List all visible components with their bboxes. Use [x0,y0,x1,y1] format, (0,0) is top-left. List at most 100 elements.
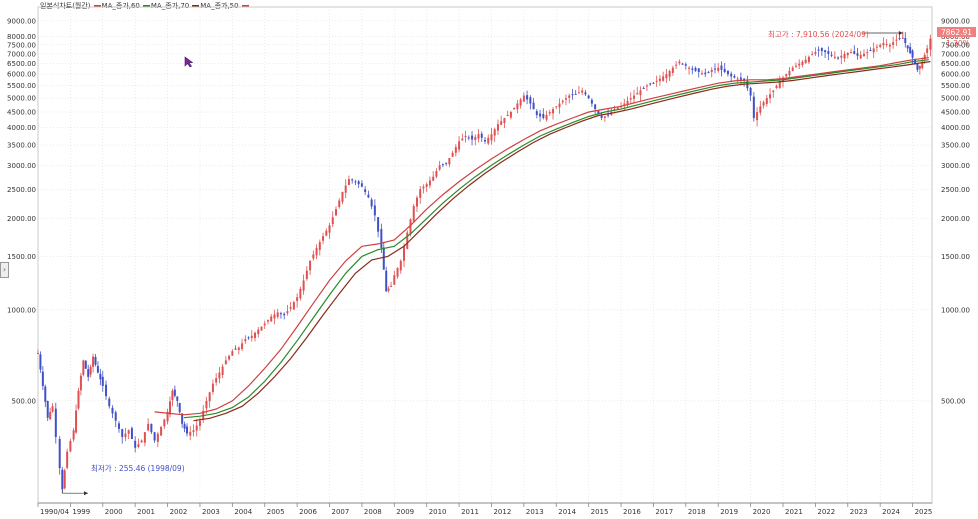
candle-body [853,51,856,54]
candle-body [539,113,542,117]
legend-ma50: MA_종가,50 [200,2,239,10]
candle-body [526,95,529,100]
candle-body [331,217,334,225]
candle-body [710,69,713,72]
candle-body [160,426,163,436]
y-tick-label-right: 500.00 [941,397,966,405]
candle-body [778,80,781,89]
candle-body [814,52,817,55]
x-tick-label: 2009 [396,508,414,516]
candle-body [422,186,425,189]
candle-body [859,54,862,59]
candle-body [143,432,146,443]
last-price-label: 7862.91 [941,28,972,37]
grid-layer [37,6,933,504]
candle-body [668,70,671,77]
candle-body [909,46,912,54]
candle-body [189,431,192,436]
candle-body [94,356,97,365]
ma60-line [154,57,929,416]
x-tick-label: 2007 [332,508,350,516]
candle-body [791,67,794,72]
candle-body [697,68,700,72]
candle-body [655,80,658,82]
x-tick-label: 2019 [720,508,738,516]
candle-body [250,335,253,338]
candle-body [594,104,597,110]
candles-layer [37,31,932,493]
candle-body [49,411,52,420]
candle-body [645,85,648,87]
candle-body [309,260,312,271]
mouse-cursor-icon [184,56,194,68]
y-tick-label-left: 8000.00 [7,33,36,41]
axes-layer: 500.00 500.00 1000.00 1000.00 1500.00 1500.00… [7,17,970,516]
candle-body [882,43,885,46]
candle-body [215,378,218,383]
candle-body [364,189,367,193]
candle-body [587,95,590,99]
candle-body [564,98,567,100]
candle-body [117,423,120,429]
x-tick-label: 1999 [72,508,90,516]
candle-body [875,46,878,48]
x-tick-label: 2010 [429,508,447,516]
candle-body [415,197,418,207]
candle-body [121,429,124,437]
y-tick-label-left: 1000.00 [7,306,36,314]
ma70-line [183,59,929,419]
candle-body [723,68,726,72]
low-marker-arrow [84,491,88,496]
candle-body [749,87,752,96]
candle-body [866,52,869,54]
collapse-handle[interactable]: › [0,262,9,278]
candle-body [506,114,509,117]
candle-body [671,67,674,73]
y-tick-label-right: 1500.00 [941,253,970,261]
y-tick-label-left: 5000.00 [7,95,36,103]
x-tick-label: 2001 [137,508,155,516]
legend-ma70: MA_종가,70 [150,2,190,10]
x-tick-label: 2013 [526,508,544,516]
candle-body [438,165,441,170]
candle-body [739,77,742,80]
candle-body [500,121,503,125]
candle-body [493,129,496,136]
candle-body [266,320,269,322]
candle-body [600,115,603,118]
candle-body [328,225,331,233]
candle-body [237,347,240,350]
y-tick-label-right: 5000.00 [941,95,970,103]
candle-body [425,184,428,187]
y-tick-label-left: 500.00 [12,397,37,405]
candle-body [299,288,302,299]
candle-body [545,114,548,120]
candle-body [820,48,823,52]
candle-body [892,42,895,45]
candle-body [626,100,629,105]
candle-body [480,133,483,138]
candle-body [613,109,616,111]
candle-body [467,137,470,139]
candle-body [396,268,399,277]
candle-body [218,372,221,379]
x-tick-label: 2015 [591,508,609,516]
candle-body [84,360,87,369]
candle-body [257,329,260,335]
y-tick-label-left: 3000.00 [7,162,36,170]
candle-body [471,135,474,140]
candle-body [552,109,555,114]
candle-body [448,157,451,165]
change-pct-label: 1.30% [946,39,970,48]
candle-body [89,366,92,375]
x-tick-label: 2022 [817,508,835,516]
legend-swatch-1 [142,5,150,7]
candle-body [186,426,188,434]
candle-body [607,114,610,116]
annotations-layer: 최고가 : 7,910.56 (2024/09) 최저가 : 255.46 (1… [91,27,976,473]
candle-body [652,82,655,84]
candle-body [662,76,665,81]
candle-body [231,351,234,356]
